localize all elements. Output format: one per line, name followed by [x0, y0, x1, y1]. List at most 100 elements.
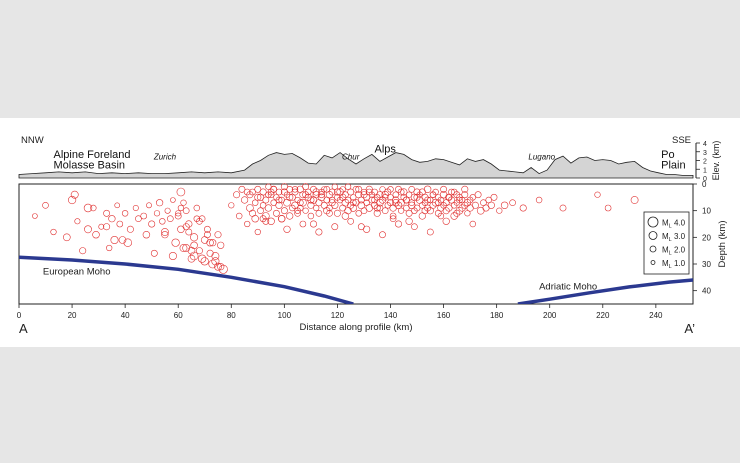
region-label: Zurich	[153, 153, 177, 162]
event-marker	[413, 204, 421, 212]
x-tick-label: 60	[174, 311, 183, 320]
event-marker	[114, 202, 120, 209]
event-marker	[175, 210, 182, 217]
event-marker	[509, 199, 516, 206]
event-marker	[209, 239, 217, 247]
event-marker	[344, 183, 352, 190]
event-marker	[363, 225, 371, 233]
event-marker	[291, 186, 299, 193]
event-marker	[280, 207, 288, 215]
labels: European Moho Adriatic Moho NNW SSE Alpine F…	[19, 135, 695, 336]
event-marker	[302, 207, 309, 214]
event-marker	[177, 204, 184, 212]
event-marker	[267, 217, 275, 226]
event-marker	[299, 198, 307, 207]
direction-right-label: SSE	[672, 135, 691, 146]
event-marker	[254, 193, 262, 201]
legend-label: ML 3.0	[662, 232, 686, 243]
event-marker	[275, 196, 283, 204]
event-marker	[413, 193, 421, 201]
event-marker	[376, 191, 384, 199]
y-tick-label: 40	[702, 287, 711, 296]
event-marker	[182, 207, 190, 214]
event-marker	[189, 251, 199, 261]
event-marker	[244, 220, 251, 228]
moho-lines	[19, 255, 693, 304]
event-marker	[421, 199, 429, 206]
event-marker	[168, 252, 177, 261]
event-marker	[328, 199, 336, 207]
event-marker	[148, 220, 156, 228]
event-marker	[254, 228, 261, 236]
region-label: Chur	[342, 153, 360, 162]
event-marker	[424, 204, 431, 212]
y-tick-label: 20	[702, 233, 711, 242]
elevation-tick-label: 4	[703, 141, 707, 148]
event-marker	[84, 225, 92, 234]
event-marker	[121, 210, 129, 217]
event-marker	[208, 259, 217, 269]
event-marker	[108, 215, 116, 223]
adriatic-moho-label: Adriatic Moho	[539, 281, 597, 292]
event-marker	[261, 212, 270, 220]
event-marker	[264, 204, 273, 212]
european-moho-label: European Moho	[43, 267, 111, 278]
y-tick-label: 30	[702, 260, 711, 269]
event-marker	[211, 257, 220, 266]
depth-panel-frame	[18, 183, 694, 305]
event-marker	[496, 207, 503, 214]
x-tick-label: 120	[331, 311, 345, 320]
event-marker	[387, 186, 394, 193]
event-marker	[150, 249, 158, 257]
x-tick-label: 220	[596, 311, 610, 320]
event-marker	[259, 188, 267, 196]
event-marker	[267, 188, 275, 196]
event-marker	[379, 186, 386, 193]
event-marker	[437, 212, 445, 220]
direction-left-label: NNW	[21, 135, 44, 146]
elevation-tick-label: 3	[703, 150, 707, 157]
event-marker	[325, 191, 334, 199]
event-marker	[352, 186, 360, 193]
event-marker	[203, 225, 211, 233]
event-marker	[294, 210, 301, 217]
event-marker	[442, 217, 450, 225]
event-marker	[195, 247, 203, 255]
x-tick-label: 140	[384, 311, 398, 320]
event-marker	[326, 204, 333, 212]
event-marker	[355, 185, 363, 193]
event-marker	[278, 215, 286, 223]
event-marker	[243, 188, 251, 196]
y-axis-label: Depth (km)	[717, 221, 728, 268]
event-marker	[307, 196, 315, 204]
topography-panel	[18, 152, 694, 179]
event-marker	[328, 188, 336, 196]
event-marker	[371, 196, 378, 204]
event-marker	[421, 207, 429, 215]
event-marker	[265, 191, 272, 198]
x-tick-label: 20	[68, 311, 77, 320]
event-marker	[424, 196, 431, 204]
event-marker	[394, 220, 402, 228]
event-marker	[259, 215, 267, 223]
event-marker	[252, 199, 259, 206]
moho-line	[517, 278, 693, 304]
event-marker	[193, 204, 201, 212]
event-marker	[312, 188, 320, 196]
event-marker	[382, 194, 389, 201]
event-marker	[416, 191, 423, 198]
event-marker	[373, 209, 381, 217]
x-tick-label: 0	[17, 311, 22, 320]
y-tick-label: 0	[702, 180, 707, 189]
region-label: Po	[661, 149, 674, 161]
event-marker	[559, 204, 567, 212]
event-marker	[190, 241, 198, 250]
event-marker	[187, 246, 196, 255]
legend-marker	[650, 260, 656, 265]
event-marker	[299, 220, 307, 228]
moho-line	[19, 255, 354, 304]
event-marker	[394, 201, 403, 210]
event-marker	[275, 188, 283, 196]
